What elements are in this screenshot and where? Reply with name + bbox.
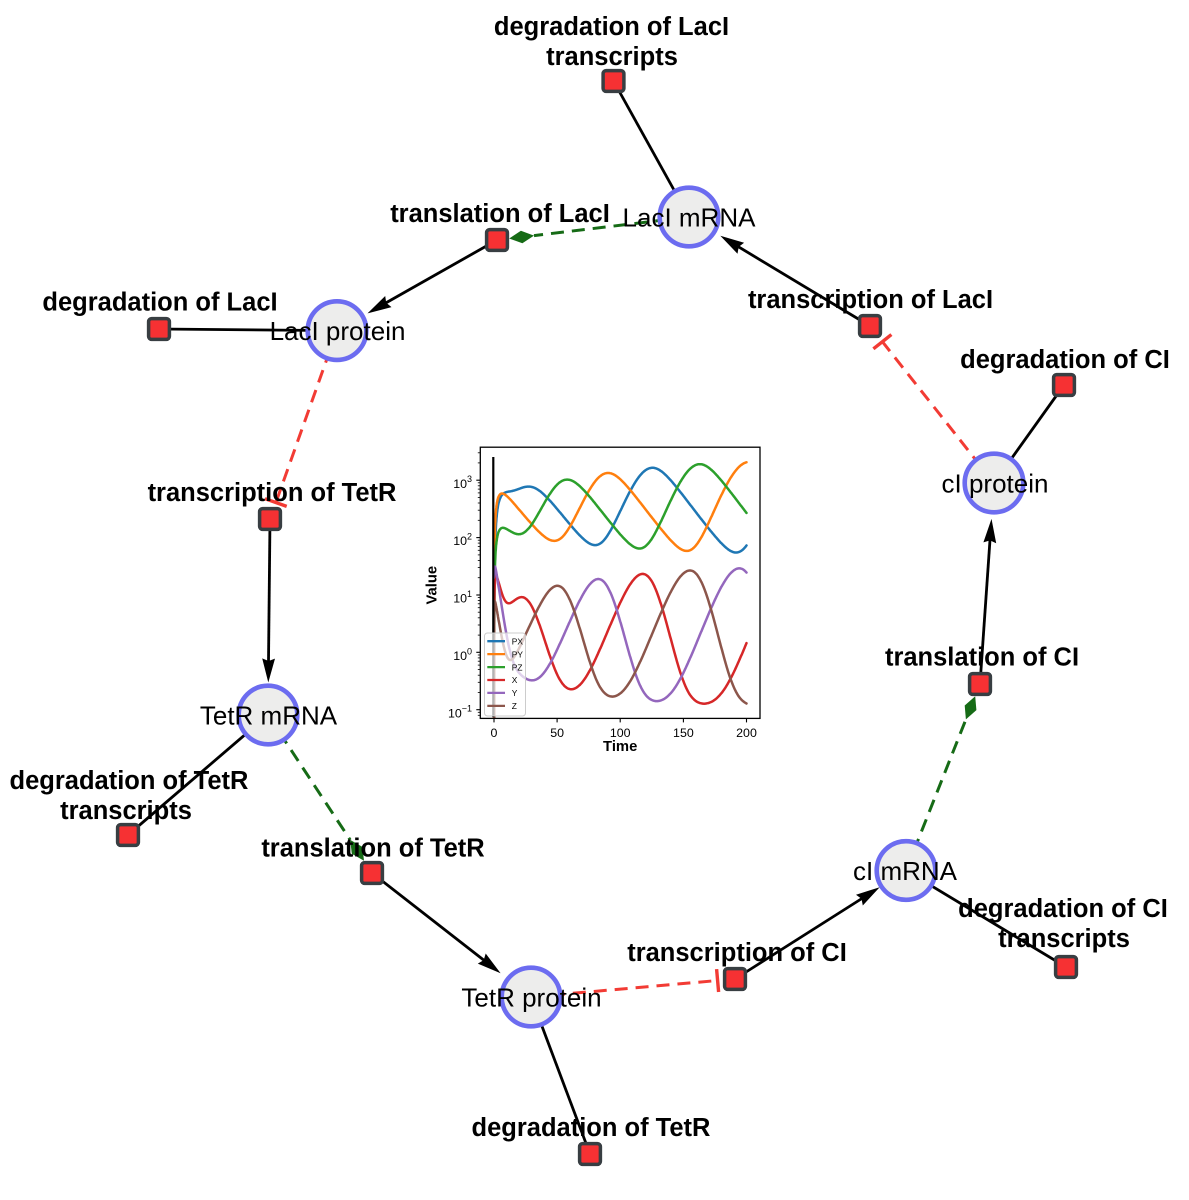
svg-text:Y: Y: [512, 688, 518, 698]
svg-text:Time: Time: [603, 739, 637, 755]
svg-text:50: 50: [550, 726, 564, 740]
svg-text:translation of CI: translation of CI: [885, 644, 1079, 672]
svg-text:PX: PX: [512, 636, 524, 646]
svg-text:transcription of TetR: transcription of TetR: [148, 479, 397, 507]
svg-text:TetR protein: TetR protein: [461, 982, 601, 1012]
svg-text:transcripts: transcripts: [998, 925, 1130, 953]
svg-text:X: X: [512, 675, 518, 685]
svg-text:degradation of LacI: degradation of LacI: [42, 289, 277, 317]
svg-text:0: 0: [491, 726, 498, 740]
svg-text:cI protein: cI protein: [942, 468, 1049, 498]
svg-text:degradation of CI: degradation of CI: [960, 346, 1170, 374]
svg-text:degradation of LacI: degradation of LacI: [494, 13, 729, 41]
svg-text:transcripts: transcripts: [546, 43, 678, 71]
svg-text:Z: Z: [512, 701, 517, 711]
svg-text:PY: PY: [512, 649, 524, 659]
svg-text:TetR mRNA: TetR mRNA: [200, 700, 338, 730]
svg-text:translation of LacI: translation of LacI: [390, 200, 610, 228]
svg-text:cI mRNA: cI mRNA: [853, 856, 958, 886]
svg-text:degradation of TetR: degradation of TetR: [472, 1114, 711, 1142]
svg-text:translation of TetR: translation of TetR: [261, 835, 484, 863]
svg-text:transcription of LacI: transcription of LacI: [748, 286, 993, 314]
svg-text:transcripts: transcripts: [60, 797, 192, 825]
svg-text:degradation of TetR: degradation of TetR: [10, 767, 249, 795]
svg-text:transcription of CI: transcription of CI: [627, 939, 847, 967]
svg-text:LacI mRNA: LacI mRNA: [623, 202, 757, 232]
svg-text:LacI protein: LacI protein: [270, 316, 406, 346]
svg-text:200: 200: [736, 726, 757, 740]
svg-text:PZ: PZ: [512, 662, 523, 672]
svg-text:150: 150: [673, 726, 694, 740]
svg-text:Value: Value: [425, 566, 441, 605]
svg-text:100: 100: [610, 726, 631, 740]
svg-text:degradation of CI: degradation of CI: [958, 895, 1168, 923]
